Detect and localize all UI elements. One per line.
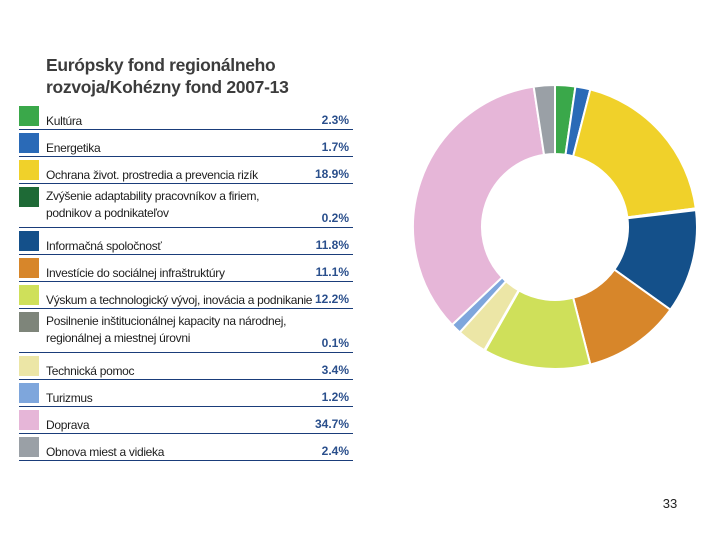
donut-slice [532,83,556,156]
legend-value: 11.8% [315,238,349,252]
legend-value: 2.3% [321,113,349,127]
legend-swatch [19,312,39,332]
chart-title-line-2: rozvoja/Kohézny fond 2007-13 [46,77,289,97]
legend-item: Zvýšenie adaptability pracovníkov a firi… [19,187,353,228]
legend-label-line: Ochrana život. prostredia a prevencia ri… [46,168,258,182]
chart-legend: Kultúra 2.3% Energetika 1.7% Ochrana život. … [19,106,353,464]
legend-label: Zvýšenie adaptability pracovníkov a firi… [46,188,306,222]
legend-swatch [19,437,39,457]
legend-label: Ochrana život. prostredia a prevencia ri… [46,169,258,182]
legend-label-line: Technická pomoc [46,364,135,378]
legend-label-line: regionálnej a miestnej úrovni [46,331,191,345]
legend-value: 12.2% [314,292,349,306]
legend-swatch [19,285,39,305]
donut-chart [412,83,698,370]
legend-label-line: Kultúra [46,114,82,128]
legend-swatch [19,160,39,180]
legend-label-line: Informačná spoločnosť [46,239,162,253]
legend-label: Posilnenie inštitucionálnej kapacity na … [46,313,306,347]
legend-value: 1.2% [321,390,349,404]
legend-item: Obnova miest a vidieka 2.4% [19,437,353,461]
legend-swatch [19,231,39,251]
legend-value: 11.1% [315,265,349,279]
legend-item: Výskum a technologický vývoj, inovácia a… [19,285,353,309]
legend-label: Obnova miest a vidieka [46,446,164,459]
legend-item: Ochrana život. prostredia a prevencia ri… [19,160,353,184]
legend-value: 2.4% [321,444,349,458]
legend-value: 1.7% [321,140,349,154]
legend-swatch [19,258,39,278]
legend-label: Investície do sociálnej infraštruktúry [46,267,225,280]
legend-value: 0.2% [321,211,349,225]
legend-item: Turizmus 1.2% [19,383,353,407]
legend-label-line: Energetika [46,141,101,155]
legend-label-line: Doprava [46,418,90,432]
legend-swatch [19,383,39,403]
legend-item: Investície do sociálnej infraštruktúry 11… [19,258,353,282]
legend-label-line: Výskum a technologický vývoj, inovácia a… [46,293,313,307]
legend-item: Informačná spoločnosť 11.8% [19,231,353,255]
legend-swatch [19,410,39,430]
legend-value: 3.4% [321,363,349,377]
chart-title: Európsky fond regionálneho rozvoja/Kohéz… [46,54,346,98]
legend-swatch [19,106,39,126]
legend-swatch [19,133,39,153]
legend-label-line: Obnova miest a vidieka [46,445,165,459]
legend-value: 34.7% [314,417,349,431]
legend-item: Doprava 34.7% [19,410,353,434]
legend-value: 18.9% [314,167,349,181]
legend-item: Posilnenie inštitucionálnej kapacity na … [19,312,353,353]
legend-label: Turizmus [46,392,93,405]
legend-label: Energetika [46,141,101,155]
legend-label: Kultúra [46,115,82,128]
legend-label: Doprava [46,418,90,432]
legend-label-line: Turizmus [46,391,93,405]
legend-label-line: Posilnenie inštitucionálnej kapacity na … [46,314,287,328]
legend-item: Kultúra 2.3% [19,106,353,130]
legend-label: Technická pomoc [46,364,135,378]
donut-slice [412,85,546,327]
legend-label: Výskum a technologický vývoj, inovácia a… [46,294,312,307]
legend-item: Energetika 1.7% [19,133,353,157]
legend-value: 0.1% [321,336,349,350]
legend-item: Technická pomoc 3.4% [19,356,353,380]
legend-label-line: Zvýšenie adaptability pracovníkov a firi… [46,189,260,203]
legend-label: Informačná spoločnosť [46,240,162,253]
slide-number: 33 [662,496,678,511]
legend-swatch [19,187,39,207]
legend-label-line: podnikov a podnikateľov [46,206,169,220]
chart-title-line-1: Európsky fond regionálneho [46,55,276,75]
legend-swatch [19,356,39,376]
legend-label-line: Investície do sociálnej infraštruktúry [46,266,225,280]
donut-slice [571,88,697,219]
